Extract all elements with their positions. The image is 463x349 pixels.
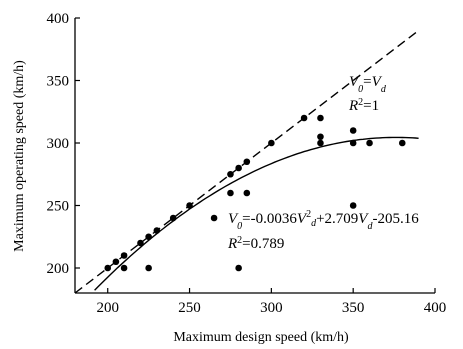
dashed-line-r2: R2=1 <box>348 97 379 115</box>
data-point <box>349 139 357 147</box>
data-point <box>120 252 128 259</box>
data-point <box>300 114 308 122</box>
dashed-eq-lhs-var: V <box>349 74 360 90</box>
data-point <box>349 127 357 134</box>
solid-r2-var: R <box>227 236 237 252</box>
x-tick-label: 300 <box>260 300 283 316</box>
solid-r2-exp: 2 <box>237 235 242 246</box>
solid-eq-v1-exp: 2 <box>306 209 311 220</box>
x-tick-label: 350 <box>342 300 365 316</box>
solid-eq-lhs-sub: 0 <box>237 221 242 232</box>
data-point <box>153 227 161 234</box>
data-point <box>112 258 120 266</box>
solid-line-equation: V0=-0.0036V2d+2.709Vd-205.16 <box>228 209 419 232</box>
solid-eq-v1-var: V <box>297 211 308 227</box>
y-tick-label: 300 <box>47 136 70 152</box>
solid-eq-lhs-var: V <box>228 211 239 227</box>
data-point <box>243 158 251 166</box>
x-tick-label: 200 <box>96 300 119 316</box>
data-point <box>137 239 144 247</box>
data-point <box>186 202 193 209</box>
data-point <box>235 164 242 172</box>
data-point <box>366 139 373 147</box>
solid-eq-coef2: +2.709 <box>316 211 358 227</box>
solid-line-r2: R2=0.789 <box>227 235 284 253</box>
data-point <box>317 133 324 141</box>
dashed-line-equation: V0=Vd <box>349 74 387 95</box>
data-point <box>120 264 128 272</box>
dashed-r2-var: R <box>348 98 358 114</box>
dashed-r2-exp: 2 <box>358 97 363 108</box>
dashed-eq-equals: = <box>363 74 371 90</box>
solid-r2-value: =0.789 <box>242 236 284 252</box>
solid-eq-const: -205.16 <box>372 211 419 227</box>
y-tick-label: 400 <box>47 11 70 27</box>
data-point <box>210 214 218 222</box>
data-point <box>317 139 324 147</box>
data-point <box>268 139 275 147</box>
axes <box>74 17 436 294</box>
solid-fit-curve <box>94 136 419 291</box>
data-point <box>169 214 177 222</box>
y-tick-label: 250 <box>47 199 70 215</box>
solid-eq-v2-sub: d <box>367 221 373 232</box>
data-point <box>317 114 324 122</box>
data-point <box>227 170 234 178</box>
dashed-eq-lhs-sub: 0 <box>358 84 363 95</box>
y-tick-label: 350 <box>47 74 70 90</box>
data-point <box>145 233 152 241</box>
x-tick-label: 400 <box>424 300 447 316</box>
data-point <box>398 139 406 147</box>
x-tick-label: 250 <box>178 300 201 316</box>
solid-eq-coef1: =-0.0036 <box>242 211 297 227</box>
dashed-eq-rhs-sub: d <box>381 84 387 95</box>
data-point <box>243 189 251 197</box>
data-point <box>349 202 357 209</box>
data-point <box>227 189 234 197</box>
solid-eq-v1-sub: d <box>311 218 317 229</box>
y-tick-label: 200 <box>47 261 70 277</box>
y-axis-title: Maximum operating speed (km/h) <box>12 60 27 252</box>
dashed-eq-rhs-var: V <box>372 74 383 90</box>
solid-eq-v2-var: V <box>358 211 369 227</box>
data-point <box>235 264 242 272</box>
dashed-r2-value: =1 <box>363 98 379 114</box>
data-point <box>104 264 112 272</box>
data-point <box>145 264 152 272</box>
x-axis-title: Maximum design speed (km/h) <box>173 330 349 345</box>
data-points <box>104 114 406 272</box>
